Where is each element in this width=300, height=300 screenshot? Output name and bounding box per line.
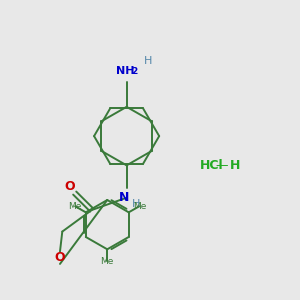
Text: O: O [55,251,65,264]
Text: —: — [216,159,228,172]
Text: H: H [132,199,140,209]
Text: Me: Me [100,257,114,266]
Text: Me: Me [133,202,146,211]
Text: Me: Me [68,202,82,211]
Text: N: N [119,191,130,204]
Text: 2: 2 [131,67,137,76]
Text: NH: NH [116,66,134,76]
Text: O: O [64,180,75,194]
Text: H: H [230,159,240,172]
Text: HCl: HCl [200,159,224,172]
Text: H: H [144,56,152,66]
